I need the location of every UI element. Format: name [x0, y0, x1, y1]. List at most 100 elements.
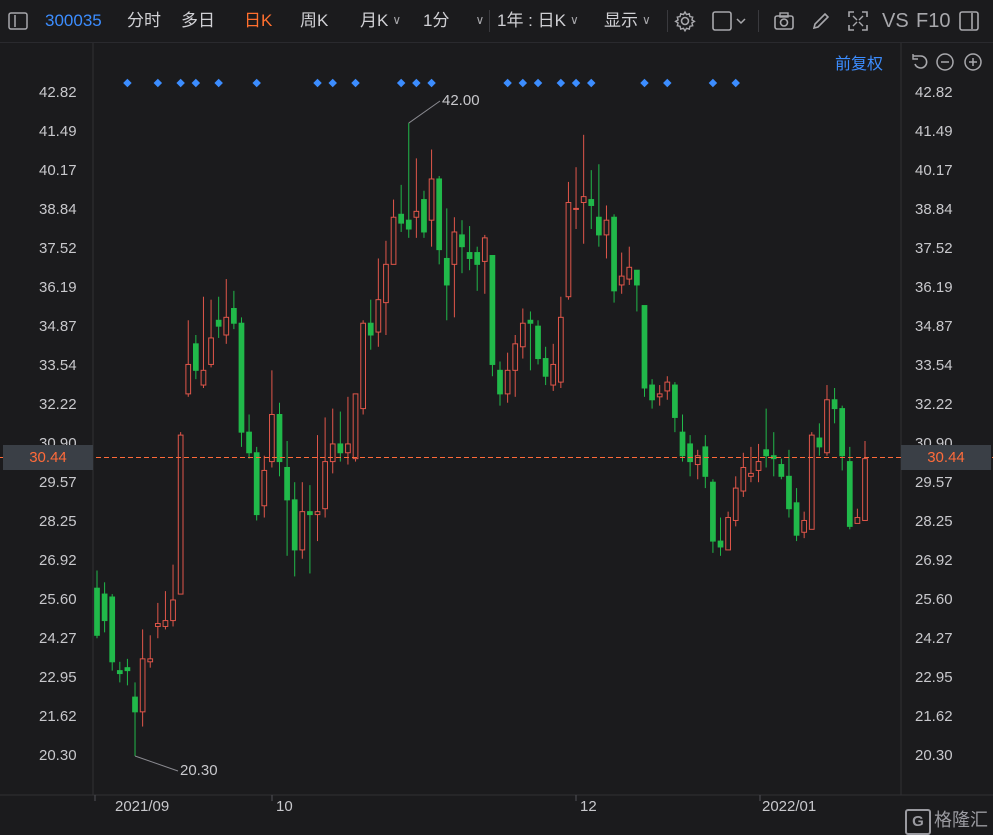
candle-body[interactable] — [770, 455, 777, 460]
candle-body[interactable] — [481, 237, 488, 262]
candle-body[interactable] — [405, 219, 412, 230]
event-marker[interactable] — [313, 78, 322, 88]
candle-body[interactable] — [618, 275, 625, 286]
candle-body[interactable] — [109, 596, 116, 663]
candle-body[interactable] — [710, 481, 716, 542]
f10-button[interactable]: F10 — [916, 10, 951, 32]
candle-body[interactable] — [565, 202, 572, 298]
tab-weekly-k[interactable]: 周K — [300, 11, 329, 30]
event-marker[interactable] — [153, 78, 163, 88]
tab-monthly-k[interactable]: 月K ∨ — [360, 8, 401, 34]
event-marker[interactable] — [123, 78, 132, 88]
candle-body[interactable] — [192, 343, 199, 371]
candle-body[interactable] — [170, 599, 176, 622]
sidebar-toggle-icon[interactable] — [8, 12, 28, 30]
tab-multiday[interactable]: 多日 — [181, 11, 215, 30]
zoom-out-icon[interactable] — [935, 52, 957, 74]
candle-body[interactable] — [816, 437, 823, 448]
event-marker[interactable] — [556, 78, 566, 88]
candle-body[interactable] — [702, 446, 709, 477]
candle-body[interactable] — [694, 455, 701, 466]
candle-body[interactable] — [124, 667, 131, 672]
candle-body[interactable] — [94, 587, 100, 636]
candle-body[interactable] — [656, 393, 663, 398]
event-marker[interactable] — [191, 78, 201, 88]
candle-body[interactable] — [451, 231, 458, 265]
event-marker[interactable] — [571, 78, 581, 88]
settings-gear-icon[interactable] — [674, 10, 696, 33]
event-marker[interactable] — [640, 78, 649, 88]
candle-body[interactable] — [185, 363, 192, 395]
event-marker[interactable] — [518, 78, 528, 88]
event-marker[interactable] — [252, 78, 261, 88]
candle-body[interactable] — [763, 449, 770, 457]
zoom-in-icon[interactable] — [963, 52, 985, 74]
candle-body[interactable] — [527, 319, 534, 324]
candle-body[interactable] — [352, 393, 359, 460]
candle-body[interactable] — [717, 540, 724, 548]
event-marker[interactable] — [176, 78, 185, 88]
candle-body[interactable] — [755, 461, 762, 471]
candle-body[interactable] — [519, 322, 526, 348]
camera-icon[interactable] — [773, 10, 795, 32]
candle-body[interactable] — [101, 593, 108, 622]
candle-body[interactable] — [801, 519, 808, 533]
candle-body[interactable] — [116, 670, 123, 675]
event-marker[interactable] — [708, 78, 718, 88]
tab-daily-k[interactable]: 日K — [244, 11, 273, 30]
event-marker[interactable] — [427, 78, 436, 88]
candle-body[interactable] — [846, 461, 853, 527]
candle-body[interactable] — [337, 443, 344, 454]
candle-body[interactable] — [732, 487, 739, 521]
stock-code[interactable]: 300035 — [45, 11, 102, 30]
event-marker[interactable] — [731, 78, 740, 88]
candle-body[interactable] — [269, 413, 275, 463]
candle-body[interactable] — [603, 219, 610, 236]
candle-body[interactable] — [307, 511, 313, 516]
candle-body[interactable] — [489, 255, 496, 365]
candle-body[interactable] — [215, 319, 222, 327]
candle-body[interactable] — [664, 381, 671, 392]
vs-button[interactable]: VS — [882, 10, 909, 32]
candle-body[interactable] — [748, 472, 754, 477]
candle-body[interactable] — [139, 658, 146, 713]
candle-body[interactable] — [200, 369, 207, 386]
candle-body[interactable] — [466, 252, 473, 259]
candle-body[interactable] — [299, 511, 306, 551]
candle-body[interactable] — [474, 252, 481, 265]
candle-body[interactable] — [542, 358, 549, 377]
pencil-icon[interactable] — [810, 10, 832, 32]
candle-body[interactable] — [634, 269, 640, 286]
event-marker[interactable] — [587, 78, 596, 88]
candle-body[interactable] — [535, 325, 541, 360]
candle-body[interactable] — [626, 266, 633, 280]
fq-adjust-label[interactable]: 前复权 — [835, 56, 884, 73]
fullscreen-icon[interactable] — [847, 10, 869, 32]
event-marker[interactable] — [214, 78, 223, 88]
candle-body[interactable] — [436, 178, 443, 251]
candle-body[interactable] — [413, 210, 420, 218]
event-marker[interactable] — [351, 78, 360, 88]
candle-body[interactable] — [778, 464, 785, 477]
event-marker[interactable] — [412, 78, 421, 88]
candle-body[interactable] — [611, 216, 617, 292]
candle-body[interactable] — [504, 369, 511, 395]
display-select[interactable]: 显示 ∨ — [604, 8, 651, 34]
candle-body[interactable] — [725, 517, 731, 551]
candle-body[interactable] — [497, 369, 503, 395]
candle-body[interactable] — [557, 316, 564, 383]
reset-icon[interactable] — [908, 52, 930, 74]
candle-body[interactable] — [253, 452, 260, 516]
candle-body[interactable] — [824, 399, 830, 454]
candle-body[interactable] — [367, 322, 374, 336]
candle-body[interactable] — [443, 257, 450, 286]
candle-body[interactable] — [459, 234, 465, 248]
event-marker[interactable] — [396, 78, 406, 88]
candle-body[interactable] — [672, 384, 678, 418]
candle-body[interactable] — [588, 199, 595, 206]
candle-body[interactable] — [687, 443, 693, 463]
candle-body[interactable] — [276, 413, 283, 463]
candle-body[interactable] — [740, 466, 747, 492]
tab-intraday[interactable]: 分时 — [127, 11, 161, 30]
side-panel-icon[interactable] — [958, 10, 980, 32]
